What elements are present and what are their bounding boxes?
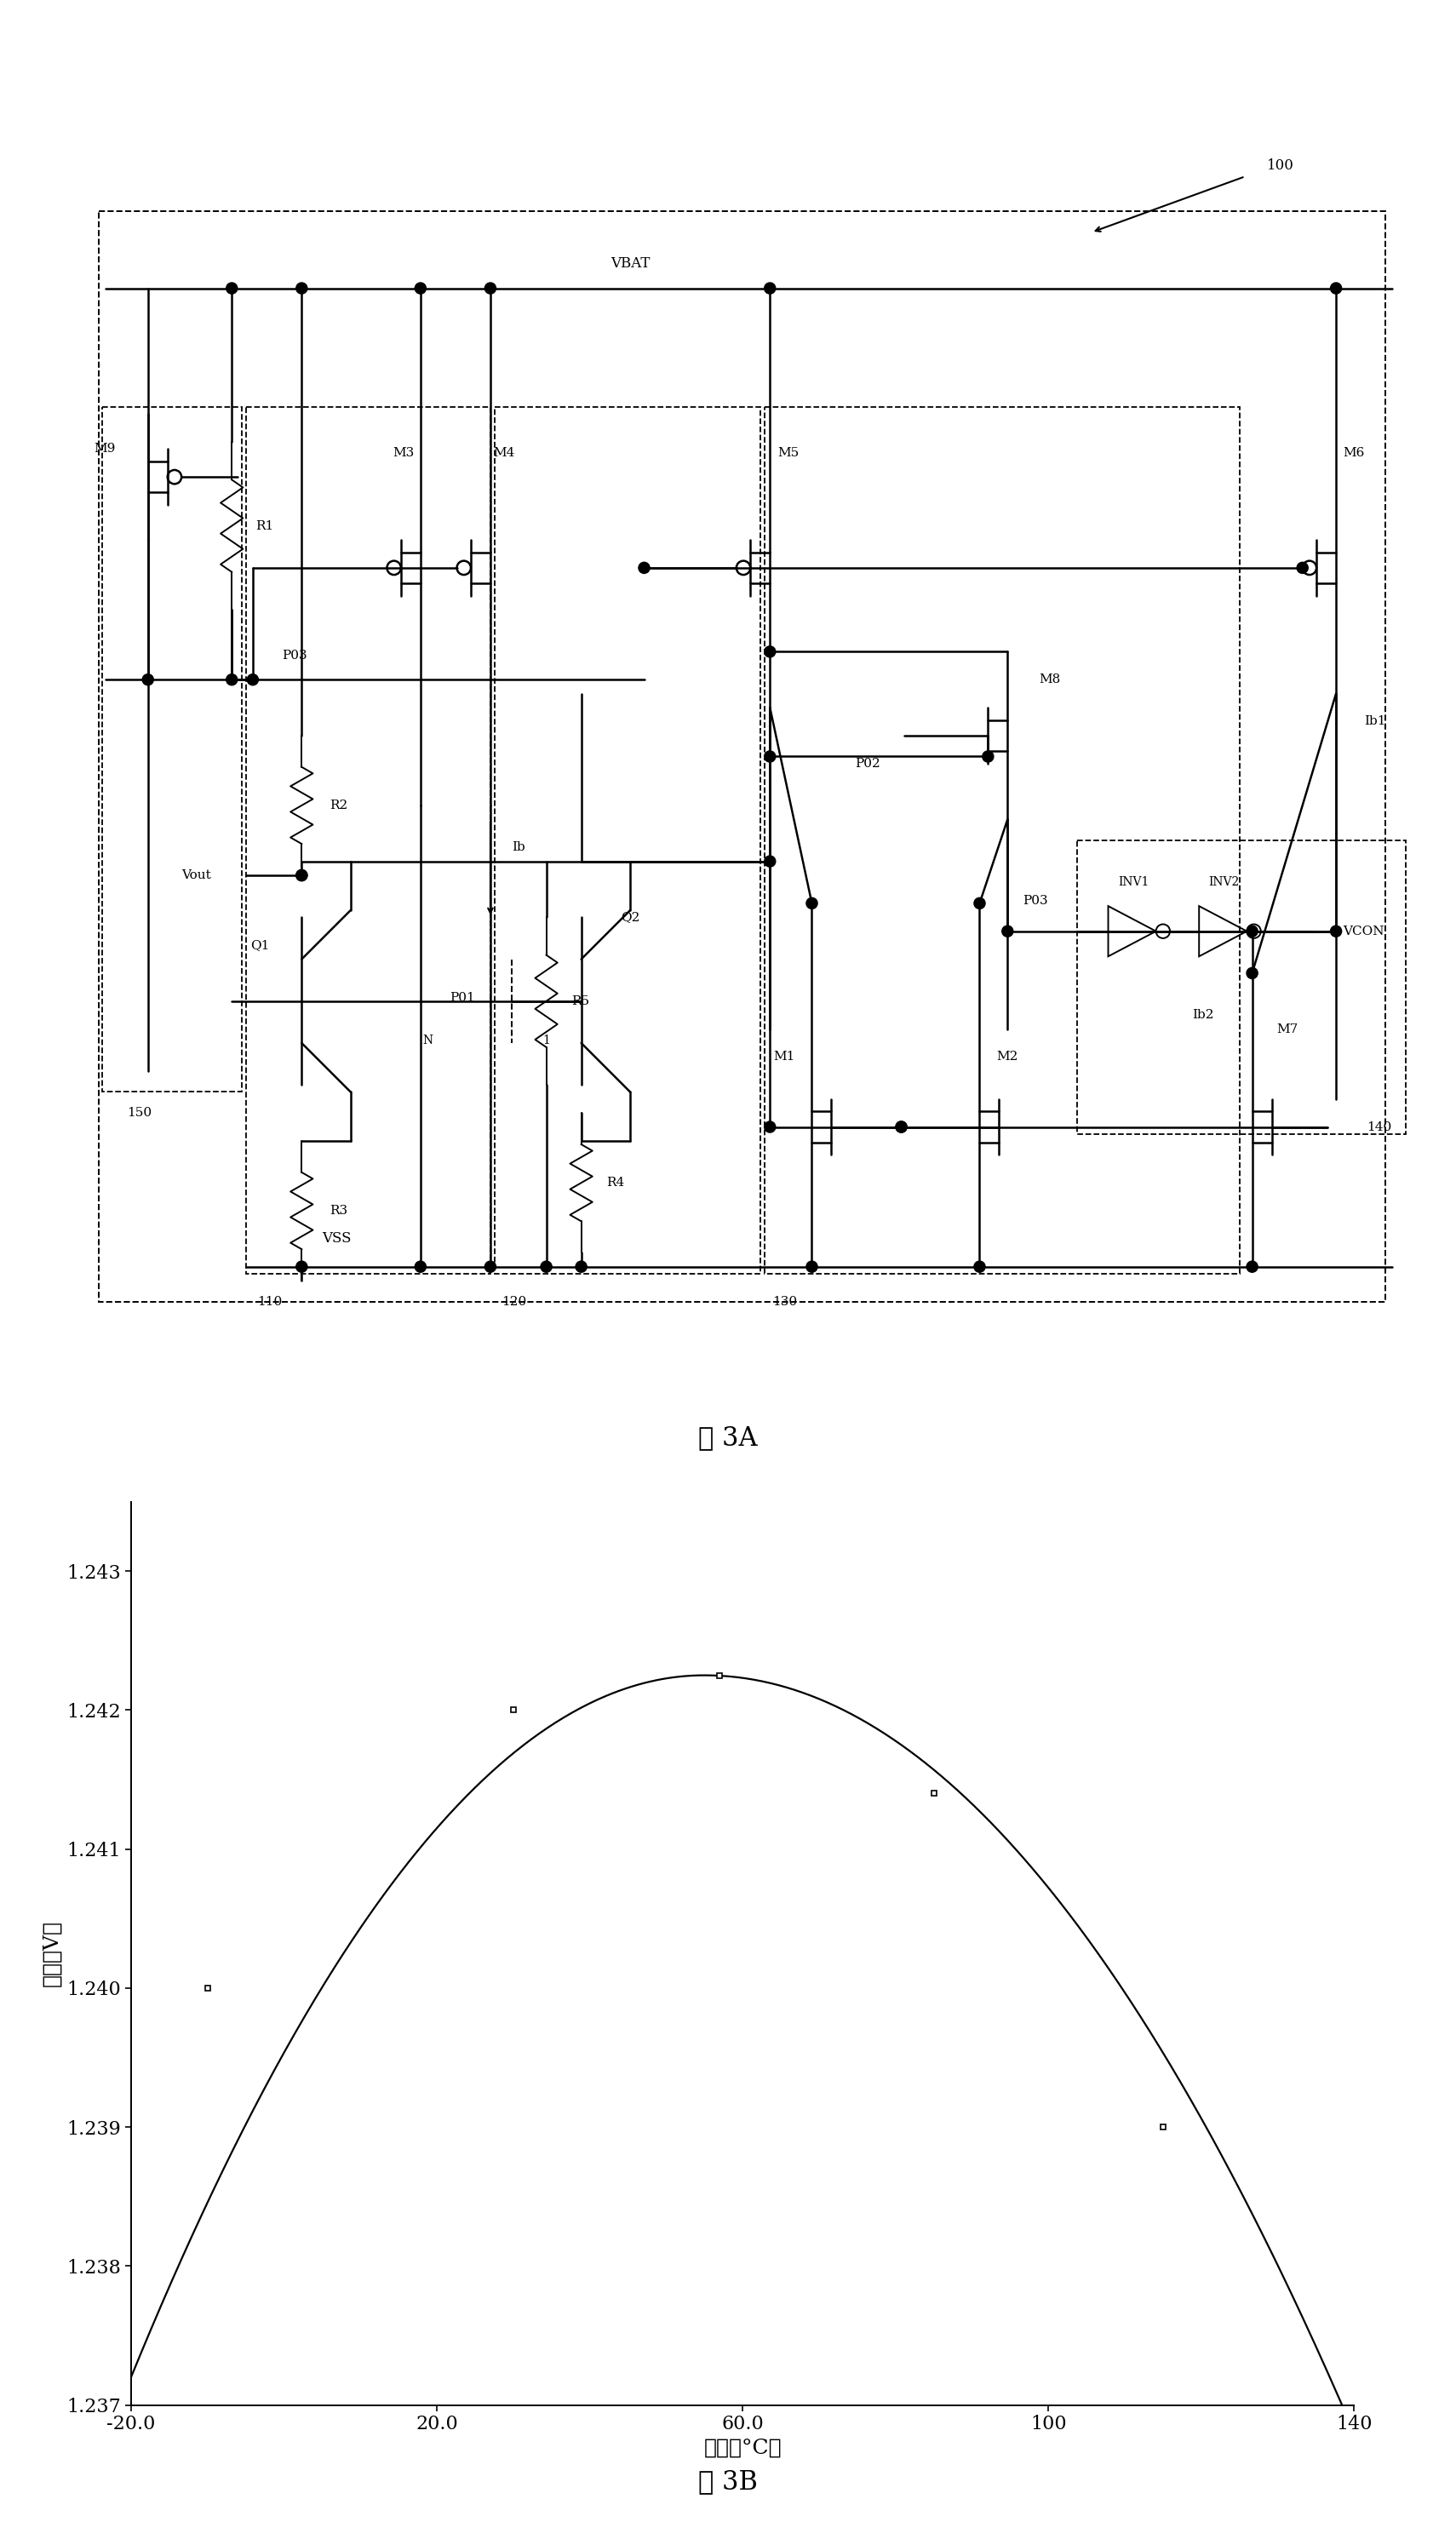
Bar (764, 407, 1239, 1272)
Circle shape (807, 898, 817, 909)
Circle shape (415, 1262, 427, 1272)
Circle shape (296, 870, 307, 881)
Circle shape (764, 855, 776, 868)
Text: 130: 130 (773, 1295, 798, 1308)
Bar (99, 211, 1385, 1300)
Circle shape (540, 1262, 552, 1272)
Text: N: N (422, 1033, 432, 1046)
Text: M8: M8 (1038, 674, 1060, 685)
Text: 100: 100 (1267, 158, 1294, 173)
Text: VBAT: VBAT (610, 257, 649, 270)
Text: P03: P03 (1024, 893, 1048, 906)
Circle shape (1297, 562, 1307, 573)
Circle shape (296, 870, 307, 881)
Circle shape (226, 674, 237, 685)
Circle shape (807, 1262, 817, 1272)
Text: R1: R1 (256, 519, 274, 532)
Circle shape (764, 751, 776, 761)
Circle shape (1331, 282, 1341, 293)
Text: Q1: Q1 (250, 939, 269, 952)
Circle shape (296, 282, 307, 293)
Text: P01: P01 (450, 993, 475, 1005)
Text: M1: M1 (773, 1051, 795, 1064)
Text: INV2: INV2 (1208, 875, 1239, 888)
Text: R3: R3 (329, 1204, 348, 1217)
Circle shape (575, 1262, 587, 1272)
Circle shape (415, 282, 427, 293)
Text: VSS: VSS (322, 1232, 351, 1247)
Bar (1077, 840, 1406, 1135)
Bar (495, 407, 760, 1272)
Text: Ib2: Ib2 (1192, 1010, 1214, 1021)
Text: P02: P02 (855, 758, 881, 769)
Y-axis label: 电压（V）: 电压（V） (42, 1919, 61, 1988)
Circle shape (485, 282, 496, 293)
Circle shape (895, 1122, 907, 1133)
Text: INV1: INV1 (1118, 875, 1149, 888)
Text: M6: M6 (1342, 448, 1364, 458)
Circle shape (1002, 926, 1013, 937)
Text: P03: P03 (282, 649, 307, 662)
Circle shape (226, 282, 237, 293)
Text: M4: M4 (494, 448, 515, 458)
Circle shape (1246, 1262, 1258, 1272)
Circle shape (974, 898, 986, 909)
Text: 110: 110 (256, 1295, 282, 1308)
Bar (246, 407, 491, 1272)
Text: M3: M3 (393, 448, 415, 458)
Text: Ib1: Ib1 (1364, 715, 1386, 728)
Circle shape (1246, 926, 1258, 937)
Text: 140: 140 (1367, 1120, 1392, 1133)
Bar (102, 407, 242, 1092)
Circle shape (1331, 926, 1341, 937)
Text: 120: 120 (501, 1295, 527, 1308)
Circle shape (248, 674, 258, 685)
Circle shape (764, 282, 776, 293)
X-axis label: 温度（°C）: 温度（°C） (703, 2438, 782, 2458)
Text: M9: M9 (95, 443, 116, 456)
Circle shape (974, 1262, 986, 1272)
Text: M2: M2 (997, 1051, 1018, 1064)
Text: R2: R2 (329, 799, 348, 812)
Circle shape (485, 1262, 496, 1272)
Text: R4: R4 (606, 1176, 625, 1189)
Circle shape (764, 1122, 776, 1133)
Text: R5: R5 (571, 995, 590, 1008)
Text: 1: 1 (543, 1033, 550, 1046)
Text: M5: M5 (778, 448, 799, 458)
Circle shape (639, 562, 649, 573)
Text: 图 3A: 图 3A (699, 1425, 757, 1451)
Circle shape (1246, 967, 1258, 980)
Circle shape (764, 646, 776, 657)
Text: 150: 150 (127, 1107, 151, 1120)
Circle shape (983, 751, 993, 761)
Text: Ib: Ib (511, 842, 526, 853)
Circle shape (895, 1122, 907, 1133)
Circle shape (143, 674, 153, 685)
Text: 图 3B: 图 3B (699, 2469, 757, 2494)
Text: M7: M7 (1277, 1023, 1297, 1036)
Text: Q2: Q2 (620, 911, 639, 924)
Text: VCON: VCON (1342, 926, 1385, 937)
Circle shape (296, 1262, 307, 1272)
Text: Vout: Vout (181, 870, 211, 881)
